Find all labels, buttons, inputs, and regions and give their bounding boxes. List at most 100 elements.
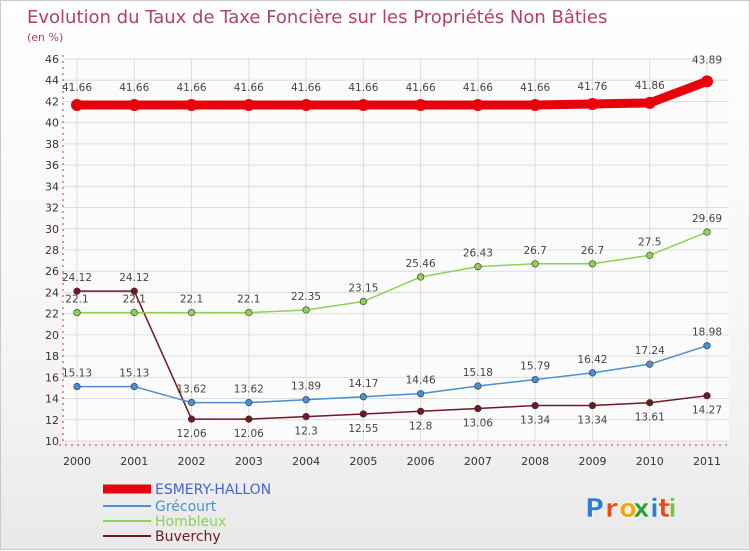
data-point — [185, 99, 198, 112]
data-point — [588, 369, 597, 377]
data-label: 14.17 — [348, 378, 378, 390]
brand-letter: t — [658, 494, 670, 524]
data-point — [359, 393, 367, 401]
data-label: 26.7 — [581, 245, 604, 257]
data-label: 13.61 — [635, 412, 665, 424]
brand-letter: i — [650, 494, 659, 524]
data-label: 41.66 — [119, 82, 149, 94]
y-tick-label: 42 — [45, 95, 59, 108]
data-label: 26.7 — [523, 245, 546, 257]
y-tick-label: 12 — [45, 414, 59, 427]
data-label: 22.35 — [291, 291, 321, 303]
data-label: 25.46 — [406, 258, 436, 270]
legend-label: ESMERY-HALLON — [155, 482, 271, 498]
data-label: 41.66 — [177, 82, 207, 94]
series-line-hombleux — [76, 231, 708, 314]
data-label: 41.66 — [348, 82, 378, 94]
data-point — [130, 382, 138, 391]
axes: 10 12 14 16 18 20 22 24 26 28 30 32 34 36 38 40 42 44 46 20… — [45, 53, 729, 468]
data-label: 18.98 — [692, 327, 722, 339]
data-point — [531, 260, 539, 268]
data-point — [302, 412, 310, 421]
data-label: 15.18 — [463, 367, 493, 379]
data-label: 15.79 — [520, 361, 550, 373]
data-point — [646, 251, 654, 259]
data-point — [701, 75, 713, 88]
x-tick-label: 2010 — [636, 455, 664, 468]
data-point — [529, 99, 542, 112]
data-label: 41.86 — [635, 80, 665, 92]
y-tick-label: 20 — [45, 329, 59, 342]
data-point — [703, 342, 711, 350]
data-point — [245, 415, 253, 423]
y-tick-label: 10 — [45, 435, 59, 448]
data-point — [73, 309, 81, 317]
data-label: 12.55 — [348, 423, 378, 435]
data-point — [703, 392, 711, 400]
data-point — [474, 382, 482, 390]
data-label: 41.66 — [520, 82, 550, 94]
y-tick-label: 40 — [45, 117, 59, 130]
data-point — [471, 99, 484, 112]
x-tick-label: 2005 — [349, 455, 377, 468]
data-label: 17.24 — [635, 345, 665, 357]
y-tick-label: 26 — [45, 265, 59, 278]
y-tick-label: 16 — [45, 371, 59, 384]
x-tick-label: 2007 — [464, 455, 492, 468]
y-tick-label: 30 — [45, 223, 59, 236]
chart-title: Evolution du Taux de Taxe Foncière sur l… — [27, 7, 607, 28]
brand-letter: r — [605, 494, 618, 524]
x-tick-label: 2004 — [292, 455, 320, 468]
data-point — [359, 410, 367, 418]
data-label: 13.34 — [577, 415, 607, 427]
y-tick-label: 22 — [45, 308, 59, 321]
data-point — [586, 97, 599, 110]
data-point — [245, 309, 253, 317]
data-label: 13.06 — [463, 418, 493, 430]
data-point — [300, 99, 313, 112]
data-label: 41.66 — [406, 82, 436, 94]
data-label: 27.5 — [638, 236, 661, 248]
data-label: 29.69 — [692, 213, 722, 225]
x-tick-label: 2001 — [120, 455, 148, 468]
y-axis-unit-label: (en %) — [27, 31, 63, 44]
series-line-esmery-hallon — [72, 76, 712, 110]
y-tick-label: 24 — [45, 286, 59, 299]
data-label: 14.27 — [692, 405, 722, 417]
data-label: 43.89 — [692, 54, 722, 66]
data-point — [643, 96, 656, 109]
data-label: 22.1 — [237, 294, 260, 306]
data-point — [474, 404, 482, 413]
x-tick-label: 2011 — [693, 455, 721, 468]
data-point — [646, 399, 654, 407]
data-label: 13.34 — [520, 415, 550, 427]
data-label: 15.13 — [62, 368, 92, 380]
data-point — [531, 401, 539, 410]
data-label: 26.43 — [463, 248, 493, 260]
x-tick-label: 2008 — [521, 455, 549, 468]
data-label: 14.46 — [406, 375, 436, 387]
data-point — [474, 263, 482, 271]
data-label: 15.13 — [119, 368, 149, 380]
legend-label: Hombleux — [155, 514, 226, 530]
data-labels: 24.12 24.12 12.06 12.06 12.3 12.55 12.8 13.06 13… — [62, 54, 722, 440]
y-tick-label: 46 — [45, 53, 59, 66]
x-tick-label: 2003 — [235, 455, 263, 468]
x-tick-label: 2009 — [578, 455, 606, 468]
data-point — [414, 99, 427, 112]
data-label: 13.62 — [177, 384, 207, 396]
grid — [63, 58, 729, 442]
brand-letter: i — [668, 494, 677, 524]
data-point — [357, 99, 370, 112]
data-label: 12.8 — [409, 420, 432, 432]
data-label: 41.76 — [577, 81, 607, 93]
data-point — [130, 287, 138, 295]
y-tick-label: 44 — [45, 74, 59, 87]
data-point — [130, 309, 138, 317]
data-point — [359, 297, 367, 306]
data-label: 12.3 — [294, 426, 317, 438]
series-line-buverchy — [76, 290, 708, 420]
data-label: 22.1 — [123, 294, 146, 306]
data-point — [588, 401, 597, 410]
